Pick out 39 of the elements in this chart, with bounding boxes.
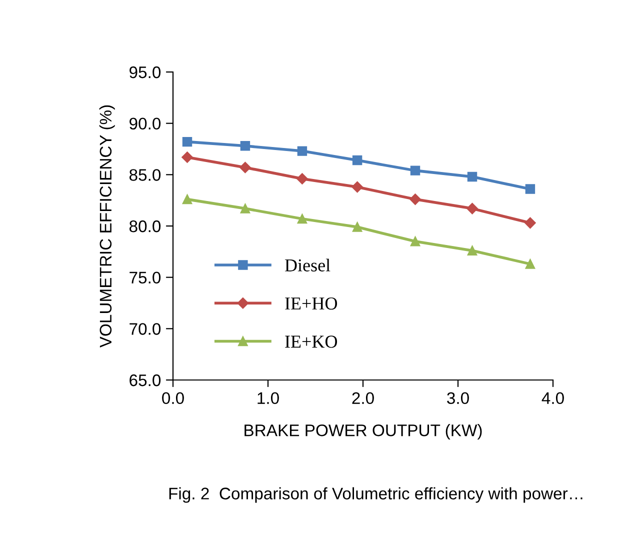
y-tick-label: 70.0 [130, 323, 161, 335]
point [352, 181, 363, 193]
point [352, 155, 362, 166]
x-tick-label: 2.0 [352, 392, 374, 404]
x-tick-label: 4.0 [542, 392, 564, 404]
point [182, 136, 192, 147]
legend-label: IE+KO [285, 336, 338, 348]
legend-label: IE+HO [285, 297, 338, 310]
point [467, 172, 478, 182]
point [297, 214, 308, 224]
y-tick-label: 75.0 [130, 272, 161, 284]
y-axis-title: VOLUMETRIC EFFICIENCY (%) [99, 105, 115, 348]
point [410, 166, 420, 176]
y-tick-label: 80.0 [129, 220, 161, 232]
point [240, 204, 250, 214]
point [182, 194, 192, 204]
point [240, 141, 250, 151]
point [410, 236, 420, 246]
point [524, 217, 536, 229]
point [352, 222, 362, 232]
x-axis-title: BRAKE POWER OUTPUT (KW) [244, 424, 482, 440]
y-tick-label: 65.0 [130, 374, 161, 386]
y-tick-label: 95.0 [130, 66, 161, 78]
point [525, 259, 536, 269]
point [240, 162, 251, 174]
point [182, 152, 193, 163]
y-tick-label: 90.0 [130, 118, 161, 130]
x-tick-label: 3.0 [447, 392, 469, 404]
point [466, 202, 478, 214]
point [410, 194, 421, 205]
point [525, 184, 536, 194]
legend-label: Diesel [284, 258, 330, 272]
point [297, 146, 308, 156]
point [467, 246, 478, 256]
x-tick-label: 1.0 [258, 392, 279, 404]
x-tick-label: 0.0 [162, 392, 184, 404]
point [296, 173, 308, 184]
caption: Fig. 2 Comparison of Volumetric efficiency with power… [169, 487, 582, 503]
y-tick-label: 85.0 [129, 169, 161, 181]
